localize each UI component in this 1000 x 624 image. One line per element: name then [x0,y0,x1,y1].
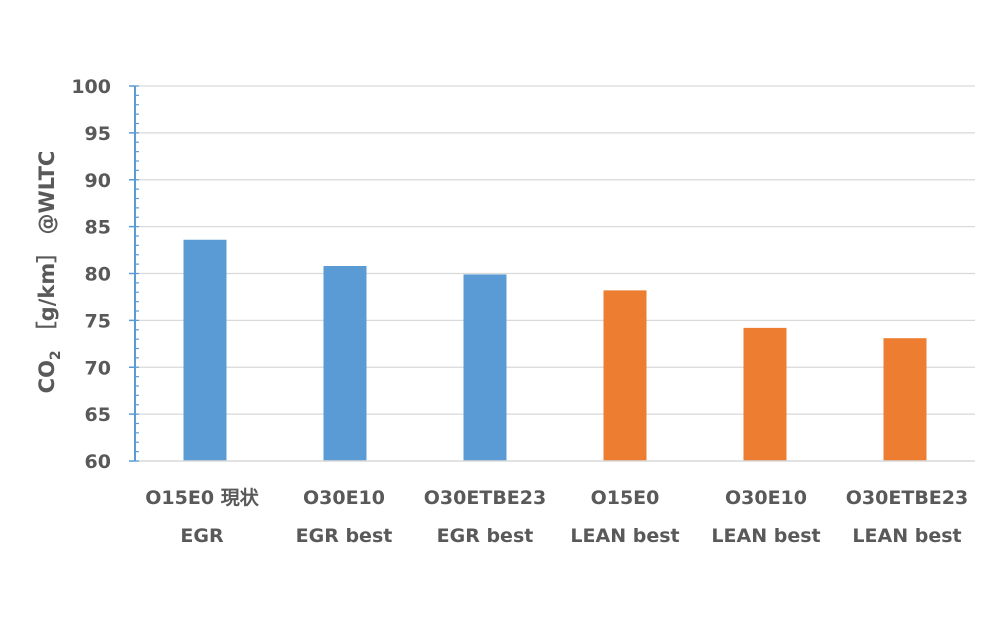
x-category-label: LEAN best [570,525,679,547]
x-category-label: EGR best [437,525,534,547]
y-tick-label: 75 [85,310,111,332]
y-axis-title: CO2 ［g/km］ @WLTC [35,151,64,394]
x-category-label: LEAN best [852,525,961,547]
y-axis [129,85,975,462]
y-tick-label: 80 [85,264,111,286]
bar [743,327,787,461]
bar [883,338,927,461]
x-category-label: O30ETBE23 [846,487,968,509]
y-tick-label: 100 [71,76,111,98]
y-tick-label: 65 [85,404,111,426]
bars [183,239,927,461]
y-tick-label: 70 [85,357,111,379]
x-category-label: EGR best [296,525,393,547]
y-axis-title-main: CO [35,360,59,393]
bar [463,274,507,461]
bar [183,239,227,461]
x-category-label: EGR [180,525,224,547]
y-tick-label: 85 [85,217,111,239]
y-tick-label: 90 [85,170,111,192]
x-category-label: O30E10 [303,487,385,509]
x-category-label: LEAN best [711,525,820,547]
bar [323,266,367,461]
x-category-label: O30E10 [725,487,807,509]
x-category-labels: O15E0 現状 EGR O30E10 EGR best O30ETBE23 EGR be… [145,486,968,547]
x-category-label: O15E0 現状 [145,486,259,509]
gridlines [135,85,975,415]
y-tick-label: 60 [85,451,111,473]
y-axis-title-subscript: 2 [48,350,64,360]
y-axis-title-rest: ［g/km］ @WLTC [35,151,59,343]
x-category-label: O15E0 [591,487,660,509]
x-category-label: O30ETBE23 [424,487,546,509]
y-tick-labels: 60 65 70 75 80 85 90 95 100 [71,76,111,473]
y-tick-label: 95 [85,123,111,145]
bar [603,290,647,461]
